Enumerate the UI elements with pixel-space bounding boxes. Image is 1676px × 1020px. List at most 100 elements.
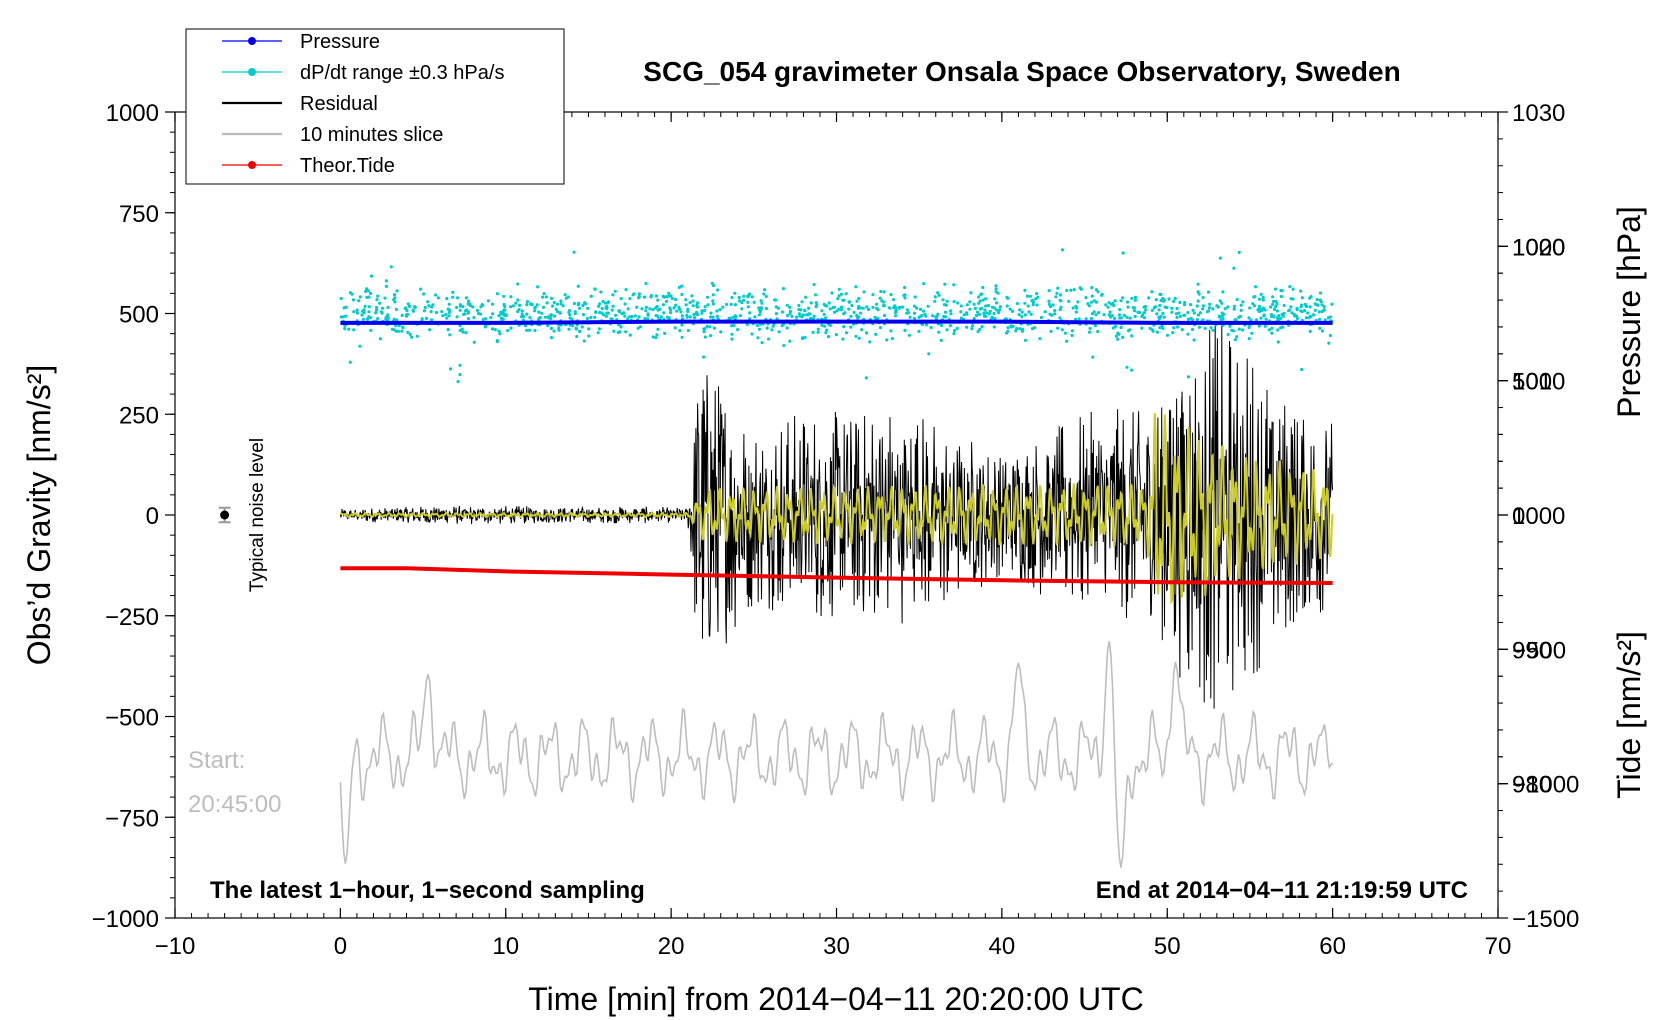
dpdt-point <box>527 328 532 332</box>
dpdt-point <box>871 305 875 309</box>
dpdt-point <box>973 306 978 310</box>
dpdt-point <box>771 324 775 328</box>
dpdt-point <box>478 312 483 316</box>
dpdt-point <box>427 304 431 308</box>
dpdt-point <box>646 313 650 317</box>
y-axis-label-gravity: Obs’d Gravity [nm/s²] <box>21 365 57 666</box>
dpdt-point <box>1263 324 1267 328</box>
dpdt-point <box>1018 327 1022 331</box>
dpdt-point <box>903 328 907 332</box>
dpdt-point <box>1261 295 1265 299</box>
dpdt-point <box>1322 308 1326 312</box>
dpdt-point <box>800 300 804 304</box>
dpdt-point <box>520 312 524 316</box>
dpdt-point <box>823 324 827 328</box>
dpdt-point <box>1161 326 1165 331</box>
dpdt-point <box>1144 308 1148 312</box>
dpdt-point <box>737 295 741 300</box>
dpdt-point <box>978 327 982 331</box>
dpdt-point <box>881 304 886 308</box>
dpdt-point <box>1221 290 1225 294</box>
dpdt-point <box>728 316 732 320</box>
dpdt-point <box>549 316 553 321</box>
dpdt-point <box>977 301 981 305</box>
dpdt-point <box>1116 331 1120 335</box>
dpdt-point <box>941 298 945 302</box>
dpdt-point <box>770 328 774 332</box>
legend-label: dP/dt range ±0.3 hPa/s <box>300 62 504 84</box>
series-residual <box>339 321 1334 709</box>
dpdt-point <box>891 298 896 302</box>
series-theor-tide <box>340 566 1333 585</box>
dpdt-point <box>502 294 506 298</box>
start-label: Start: <box>188 747 245 774</box>
x-tick-label: 10 <box>492 933 519 960</box>
dpdt-point <box>977 295 981 299</box>
dpdt-point <box>972 302 976 306</box>
dpdt-point <box>481 317 485 322</box>
dpdt-point <box>1288 285 1292 289</box>
dpdt-point <box>511 304 515 308</box>
dpdt-point <box>709 334 713 338</box>
dpdt-point <box>1056 326 1060 330</box>
dpdt-point <box>654 336 658 340</box>
dpdt-point <box>1195 304 1199 308</box>
dpdt-point <box>893 304 897 308</box>
dpdt-point <box>499 310 503 314</box>
dpdt-point <box>624 288 628 292</box>
dpdt-point <box>955 326 959 330</box>
dpdt-point <box>434 310 439 315</box>
dpdt-point <box>626 307 630 311</box>
dpdt-point <box>1299 289 1303 293</box>
dpdt-point <box>479 305 483 309</box>
dpdt-point <box>1143 304 1148 309</box>
dpdt-point <box>1150 308 1154 312</box>
dpdt-point <box>1142 316 1147 320</box>
dpdt-point <box>355 308 359 312</box>
dpdt-point <box>1223 307 1227 311</box>
dpdt-point <box>752 300 756 304</box>
dpdt-point <box>678 329 682 333</box>
dpdt-point <box>1287 308 1292 312</box>
dpdt-point <box>1072 288 1076 292</box>
dpdt-point <box>503 304 507 309</box>
dpdt-point <box>444 312 448 317</box>
dpdt-point <box>1090 294 1094 298</box>
dpdt-point <box>1198 311 1202 315</box>
dpdt-point <box>1091 355 1095 359</box>
dpdt-point <box>458 373 462 377</box>
dpdt-point <box>1092 299 1096 303</box>
dpdt-point <box>1289 297 1293 301</box>
dpdt-point <box>1107 313 1111 317</box>
dpdt-point <box>573 310 577 314</box>
dpdt-point <box>1014 329 1018 333</box>
dpdt-point <box>1104 303 1108 307</box>
dpdt-point <box>1102 313 1106 317</box>
dpdt-point <box>912 311 917 315</box>
dpdt-point <box>631 293 635 297</box>
dpdt-point <box>584 302 588 306</box>
y-tick-label-left: 500 <box>119 302 159 329</box>
dpdt-point <box>980 325 984 329</box>
dpdt-point <box>781 287 786 291</box>
dpdt-point <box>921 309 926 313</box>
dpdt-point <box>1148 326 1152 330</box>
dpdt-point <box>1206 290 1211 294</box>
dpdt-point <box>983 308 987 312</box>
dpdt-point <box>801 336 805 340</box>
dpdt-point <box>912 316 917 320</box>
legend-marker <box>248 68 256 76</box>
dpdt-point <box>968 307 972 311</box>
dpdt-point <box>984 304 988 308</box>
dpdt-point <box>1028 294 1032 298</box>
dpdt-point <box>799 308 803 312</box>
dpdt-point <box>1038 337 1042 341</box>
dpdt-point <box>782 343 786 348</box>
dpdt-point <box>742 294 746 298</box>
dpdt-point <box>711 302 716 306</box>
dpdt-point <box>472 316 476 320</box>
dpdt-point <box>836 297 840 301</box>
dpdt-point <box>520 309 524 313</box>
dpdt-point <box>905 308 910 312</box>
dpdt-point <box>498 332 502 336</box>
